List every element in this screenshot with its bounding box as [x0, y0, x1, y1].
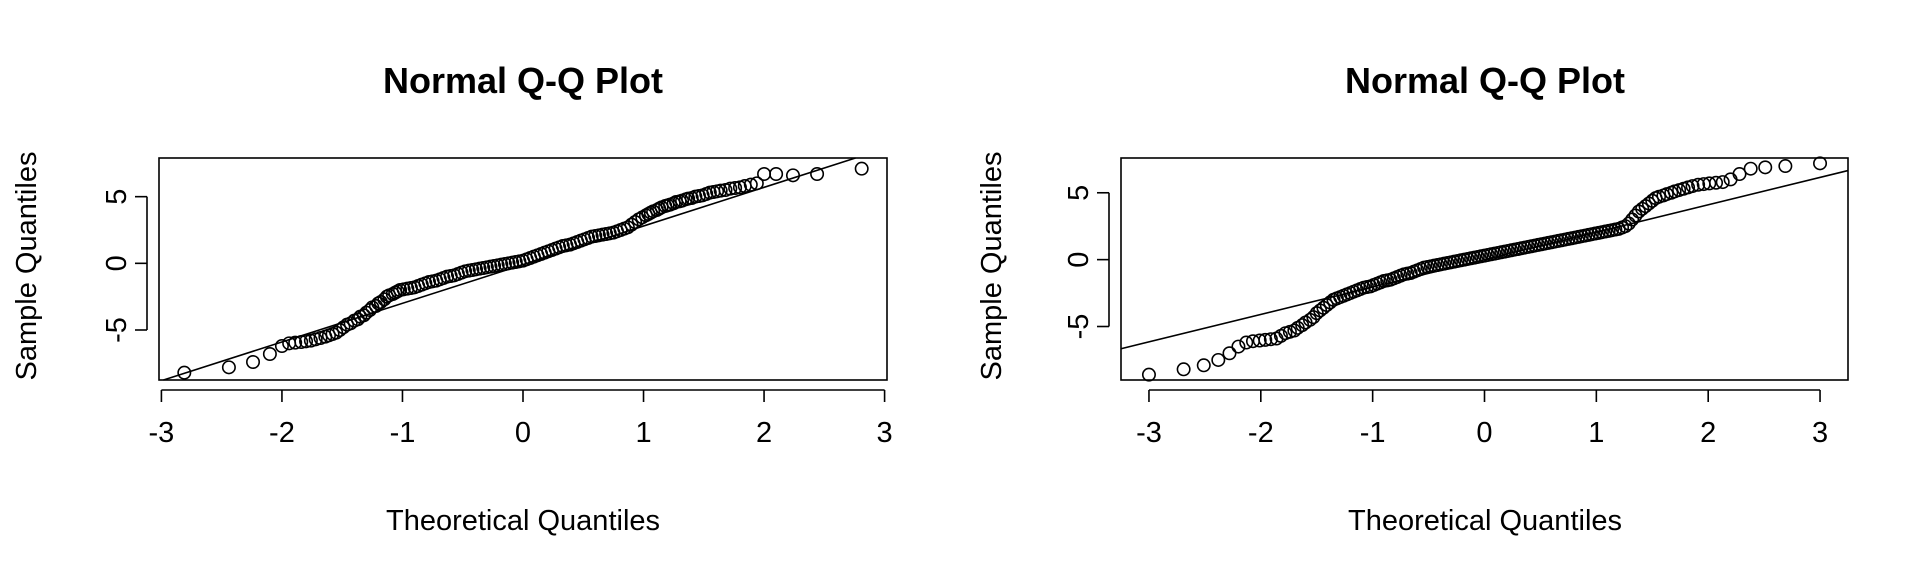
qq-point	[368, 298, 383, 313]
y-tick-label: 5	[1063, 185, 1095, 201]
qq-point	[1196, 358, 1211, 373]
x-tick-label: -1	[1360, 417, 1386, 449]
qq-point	[743, 177, 758, 192]
qq-point	[713, 183, 728, 198]
qq-point	[1709, 175, 1724, 190]
qq-point	[728, 181, 743, 196]
x-axis-label-left: Theoretical Quantiles	[386, 505, 660, 537]
y-axis-label-right: Sample Quantiles	[976, 152, 1008, 381]
x-tick-label: 0	[515, 417, 531, 449]
y-tick-label: 5	[101, 189, 133, 205]
qq-point	[246, 354, 261, 369]
x-tick-label: 1	[635, 417, 651, 449]
x-tick-label: 1	[1588, 417, 1604, 449]
y-tick-label: -5	[1063, 314, 1095, 340]
x-tick-label: 3	[877, 417, 893, 449]
qq-point	[221, 360, 236, 375]
qq-point	[1176, 362, 1191, 377]
qq-point	[1258, 332, 1273, 347]
qq-point	[1211, 352, 1226, 367]
qq-panel-right: Normal Q-Q Plot Theoretical Quantiles Sa…	[976, 60, 1849, 537]
chart-title-left: Normal Q-Q Plot	[383, 60, 663, 101]
qq-point	[1691, 177, 1706, 192]
qq-point	[1702, 176, 1717, 191]
x-axis-label-right: Theoretical Quantiles	[1348, 505, 1622, 537]
points-right	[1141, 156, 1828, 382]
qq-point	[1263, 332, 1278, 347]
x-tick-label: -3	[149, 417, 175, 449]
qq-point	[854, 161, 869, 176]
qq-point	[1778, 159, 1793, 174]
qq-point	[769, 167, 784, 182]
qq-point	[177, 365, 192, 380]
x-tick-label: -3	[1136, 417, 1162, 449]
y-axis-left: -5 0 5	[101, 189, 148, 343]
chart-title-right: Normal Q-Q Plot	[1345, 60, 1625, 101]
y-tick-label: -5	[101, 317, 133, 343]
qq-point	[1743, 161, 1758, 176]
y-axis-label-left: Sample Quantiles	[11, 152, 43, 381]
qq-point	[336, 320, 351, 335]
qq-point	[343, 316, 358, 331]
qq-point	[785, 168, 800, 183]
qq-point	[1239, 335, 1254, 350]
qq-point	[749, 176, 764, 191]
qq-point	[1222, 346, 1237, 361]
x-tick-label: -1	[390, 417, 416, 449]
qq-panel-left: Normal Q-Q Plot Theoretical Quantiles Sa…	[11, 60, 893, 537]
qq-point	[723, 181, 738, 196]
x-tick-label: -2	[269, 417, 295, 449]
plot-frame-right	[1120, 157, 1849, 381]
qq-point	[628, 215, 643, 230]
y-axis-right: -5 0 5	[1063, 185, 1110, 340]
qq-point	[262, 346, 277, 361]
points-left	[177, 161, 869, 380]
x-axis-right: -3 -2 -1 0 1 2 3	[1136, 389, 1828, 449]
x-tick-label: 2	[1700, 417, 1716, 449]
x-tick-label: 2	[756, 417, 772, 449]
qq-point	[1252, 333, 1267, 348]
qq-point	[1231, 339, 1246, 354]
y-tick-label: 0	[1063, 252, 1095, 268]
qq-point	[810, 167, 825, 182]
qq-point	[274, 338, 289, 353]
qq-point	[1715, 175, 1730, 190]
qq-point	[1685, 179, 1700, 194]
qq-point	[1645, 193, 1660, 208]
qq-point	[288, 335, 303, 350]
x-tick-label: 3	[1812, 417, 1828, 449]
x-axis-left: -3 -2 -1 0 1 2 3	[149, 389, 893, 449]
qq-point	[294, 334, 309, 349]
qq-point	[1813, 156, 1828, 171]
x-tick-label: 0	[1476, 417, 1492, 449]
x-tick-label: -2	[1248, 417, 1274, 449]
plot-frame-left	[158, 157, 888, 381]
qq-point	[1758, 160, 1773, 175]
qq-point	[1732, 167, 1747, 182]
y-tick-label: 0	[101, 255, 133, 271]
qq-point	[299, 334, 314, 349]
qq-point	[1141, 367, 1156, 382]
